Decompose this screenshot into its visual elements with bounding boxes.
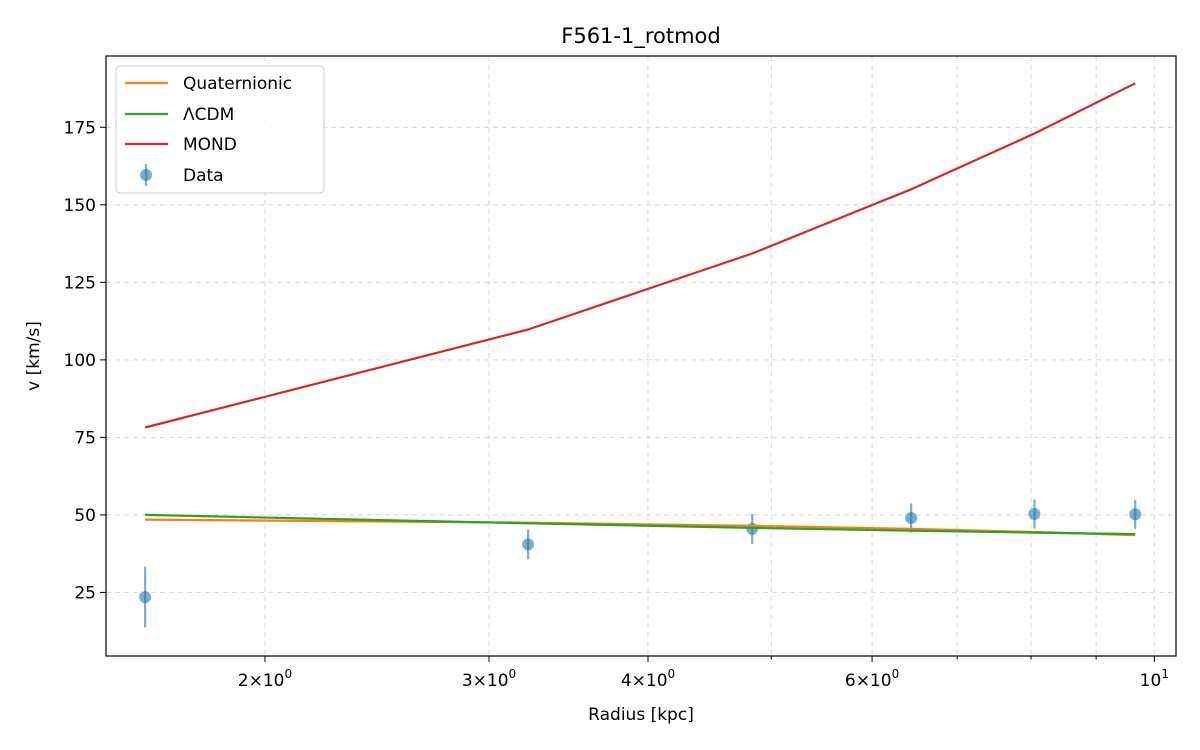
data-point: [905, 512, 918, 525]
x-tick-label: 101: [1140, 667, 1169, 691]
data-point: [1028, 507, 1041, 520]
axes-frame: [105, 55, 1177, 657]
plot-area: [139, 82, 1142, 628]
series-line: [144, 82, 1136, 429]
data-point: [139, 591, 152, 604]
chart-title: F561-1_rotmod: [561, 24, 721, 49]
legend: Quaternionic ΛCDM MOND Data: [115, 65, 325, 194]
x-axis-label: Radius [kpc]: [588, 705, 694, 725]
x-tick-label: 3×100: [462, 667, 516, 691]
y-tick-label: 75: [74, 428, 96, 448]
y-axis: 25 50 75 100 125 150 175: [64, 118, 106, 603]
legend-label: MOND: [183, 135, 237, 155]
x-tick-label: 4×100: [621, 667, 675, 691]
legend-label: ΛCDM: [183, 105, 234, 125]
x-axis: 2×100 3×100 4×100 6×100 101: [238, 656, 1169, 691]
data-point: [522, 538, 535, 551]
legend-label: Quaternionic: [183, 74, 292, 94]
x-tick-label: 2×100: [238, 667, 292, 691]
y-tick-label: 175: [64, 118, 96, 138]
grid: [106, 56, 1176, 656]
x-tick-label: 6×100: [845, 667, 899, 691]
legend-label: Data: [183, 166, 224, 186]
y-tick-label: 25: [74, 583, 96, 603]
series-line: [145, 513, 1136, 536]
y-tick-label: 100: [64, 351, 96, 371]
legend-swatch: [140, 169, 152, 181]
y-tick-label: 150: [64, 196, 96, 216]
y-axis-label: v [km/s]: [24, 321, 44, 391]
y-tick-label: 125: [64, 273, 96, 293]
y-tick-label: 50: [74, 506, 96, 526]
data-point: [1129, 508, 1142, 521]
legend-box: [115, 65, 325, 194]
